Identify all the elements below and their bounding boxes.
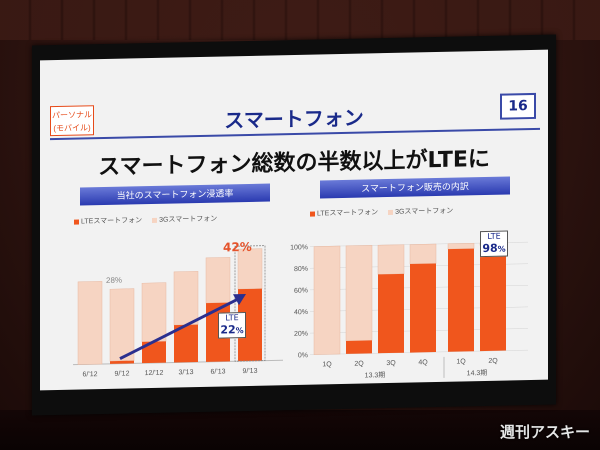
left-bar-3g: [237, 248, 263, 290]
legend-swatch-lte: [74, 219, 79, 225]
right-y-tick-label: 20%: [294, 331, 308, 338]
left-x-tick-label: 9/'13: [243, 368, 258, 375]
right-x-tick-label: 4Q: [418, 359, 428, 366]
slide-headline: スマートフォン総数の半数以上がLTEに: [98, 146, 490, 181]
left-chart-early-label: 28%: [106, 275, 123, 285]
right-x-tick-label: 2Q: [354, 361, 364, 368]
legend-label-lte: LTEスマートフォン: [81, 217, 143, 226]
right-bar-3g: [313, 245, 341, 355]
left-bar-3g: [173, 271, 199, 326]
floor: [0, 410, 600, 450]
right-callout-value: 98: [482, 241, 498, 256]
right-chart-lte-callout: LTE 98%: [480, 230, 508, 258]
left-x-tick-label: 12/'12: [145, 370, 164, 377]
slide-title: スマートフォン: [224, 105, 364, 133]
left-bar-lte: [238, 288, 262, 362]
left-bar-lte: [110, 360, 134, 364]
watermark-logo: 週刊アスキー: [499, 423, 590, 441]
right-bar-lte: [480, 244, 506, 352]
legend-label-3g: 3Gスマートフォン: [159, 215, 218, 224]
left-bar-3g: [205, 257, 231, 304]
left-peak-bracket: [234, 245, 266, 362]
right-bar-lte: [410, 263, 436, 353]
right-chart: 0% 20% 40% 60% 80% 100% 1Q 2Q 3Q 4Q 1Q 2Q 13.3期 14.3期: [278, 215, 540, 385]
left-trend-arrowhead: [233, 294, 246, 306]
right-bar-lte: [378, 273, 404, 354]
right-bar-3g: [377, 244, 405, 275]
left-chart-svg: 6/'12 9/'12 12/'12 3/'13 6/'13 9/'13: [73, 245, 283, 378]
left-chart: 6/'12 9/'12 12/'12 3/'13 6/'13 9/'13: [68, 225, 288, 385]
left-callout-value: 22: [220, 323, 236, 337]
right-x-tick-label: 1Q: [456, 358, 466, 365]
right-bar-lte: [448, 248, 474, 352]
left-x-tick-label: 6/'13: [211, 368, 226, 375]
right-group-label: 13.3期: [365, 371, 386, 379]
legend-label-3g-right: 3Gスマートフォン: [395, 207, 454, 216]
right-chart-title: スマートフォン販売の内訳: [320, 176, 510, 199]
left-chart-title: 当社のスマートフォン浸透率: [80, 183, 270, 206]
legend-swatch-lte-right: [310, 211, 315, 217]
right-y-tick-label: 60%: [294, 287, 308, 294]
presentation-slide: パーソナル (モバイル) スマートフォン 16 スマートフォン総数の半数以上がL…: [40, 49, 548, 391]
legend-swatch-3g-right: [388, 209, 394, 215]
right-y-tick-label: 40%: [294, 309, 308, 316]
page-number: 16: [500, 92, 536, 120]
right-x-tick-label: 3Q: [386, 360, 396, 367]
left-x-tick-label: 9/'12: [115, 370, 130, 377]
right-callout-unit: %: [497, 244, 506, 254]
left-bar-lte: [142, 341, 166, 364]
left-bar-lte: [174, 324, 198, 363]
left-chart-legend: LTEスマートフォン 3Gスマートフォン: [74, 213, 225, 226]
right-bar-3g: [447, 242, 475, 250]
right-group-label: 14.3期: [467, 369, 488, 377]
right-bar-lte: [346, 340, 372, 354]
right-callout-key: LTE: [487, 231, 501, 241]
ceiling: [0, 0, 600, 40]
right-bar-3g: [409, 243, 437, 265]
left-x-tick-label: 3/'13: [179, 369, 194, 376]
left-bar-3g: [141, 282, 167, 343]
left-x-tick-label: 6/'12: [83, 371, 98, 378]
left-callout-unit: %: [235, 326, 244, 336]
right-x-tick-label: 2Q: [488, 358, 498, 365]
right-y-tick-label: 80%: [294, 266, 308, 273]
left-chart-peak-label: 42%: [223, 239, 252, 255]
left-callout-key: LTE: [225, 313, 239, 323]
legend-label-lte-right: LTEスマートフォン: [317, 209, 379, 218]
right-y-tick-label: 0%: [298, 352, 308, 359]
left-bar-3g: [77, 281, 103, 365]
right-bar-3g: [345, 245, 373, 342]
right-x-tick-label: 1Q: [322, 361, 332, 368]
left-trend-arrow: [119, 295, 243, 360]
left-bar-3g: [109, 288, 135, 362]
left-chart-lte-callout: LTE 22%: [218, 312, 246, 339]
right-y-tick-label: 100%: [290, 244, 308, 251]
legend-swatch-3g: [152, 217, 158, 223]
